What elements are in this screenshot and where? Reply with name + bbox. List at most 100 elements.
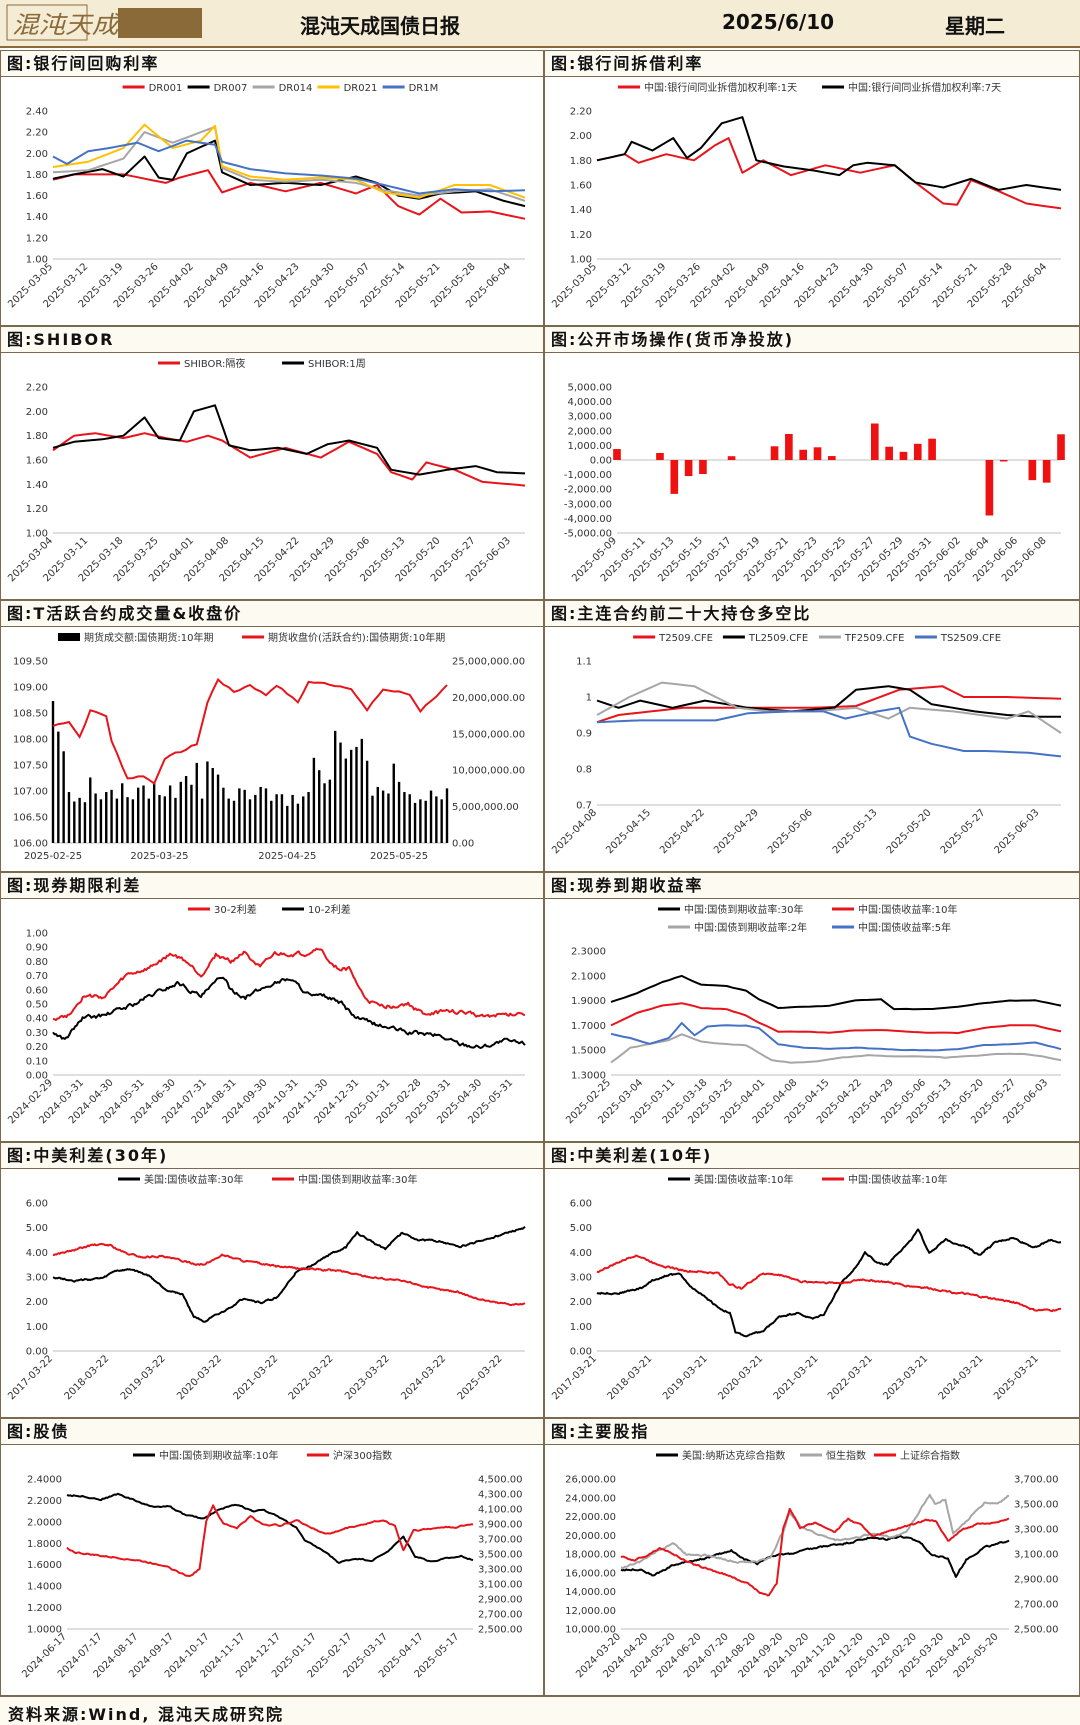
- y-tick-label: 1.5000: [571, 1046, 606, 1057]
- y-tick-label: 1.60: [26, 456, 48, 467]
- y-tick-label: 6.00: [26, 1199, 48, 1210]
- bar: [227, 798, 230, 843]
- bar: [280, 794, 284, 843]
- bar: [1028, 460, 1037, 481]
- bar: [270, 800, 273, 843]
- bar: [174, 797, 177, 843]
- bar: [216, 774, 220, 843]
- x-tick-label: 2022-03-21: [826, 1353, 875, 1402]
- panel-title: 图:银行间拆借利率: [545, 51, 1079, 77]
- series-line: [52, 139, 526, 195]
- y-tick-label: 1.00: [26, 255, 48, 266]
- bar: [121, 783, 124, 843]
- bar: [828, 456, 836, 460]
- x-tick-label: 2024-03-21: [937, 1353, 986, 1402]
- panel-title: 图:现券到期收益率: [545, 873, 1079, 899]
- bar: [360, 738, 364, 843]
- y2-tick-label: 3,100.00: [1014, 1550, 1059, 1561]
- legend-label: 上证综合指数: [900, 1449, 960, 1462]
- y-tick-label: 1.20: [26, 504, 48, 515]
- chart-interbank-repo: 1.001.201.401.601.802.002.202.402025-03-…: [6, 83, 526, 310]
- legend-label: DR007: [214, 83, 248, 94]
- bar: [163, 796, 167, 843]
- y-tick-label: 20,000.00: [565, 1531, 616, 1542]
- chart-interbank-lending: 1.001.201.401.601.802.002.202025-03-0520…: [550, 81, 1062, 310]
- y-tick-label: 0.50: [26, 1000, 48, 1011]
- x-tick-label: 2021-03-21: [772, 1353, 821, 1402]
- y-tick-label: 1.40: [570, 205, 592, 216]
- legend-label: 期货收盘价(活跃合约):国债期货:10年期: [268, 631, 445, 644]
- y-tick-label: 1.2000: [27, 1603, 62, 1614]
- bar: [158, 794, 161, 843]
- x-tick-label: 2018-03-21: [606, 1353, 655, 1402]
- x-tick-label: 2025-04-15: [604, 807, 653, 856]
- panel-t-contract: 图:T活跃合约成交量&收盘价 106.00 106.50 107.00 107.50 1…: [0, 600, 544, 872]
- x-tick-label: 2025-05-25: [370, 851, 428, 862]
- bar: [985, 460, 994, 516]
- legend-label: 期货成交额:国债期货:10年期: [84, 631, 213, 644]
- chart-stock-bond: 1.0000 1.2000 1.4000 1.6000 1.8000 2.0000 2.20…: [20, 1449, 523, 1680]
- panel-title: 图:中美利差(10年): [545, 1143, 1079, 1169]
- y-tick-label: -5,000.00: [564, 529, 612, 540]
- series-line: [52, 125, 526, 202]
- bar: [152, 781, 156, 843]
- legend-label: 美国:国债收益率:10年: [694, 1173, 793, 1186]
- series-line: [52, 169, 526, 220]
- bar: [1057, 434, 1065, 460]
- series-line: [52, 976, 526, 1049]
- bar: [131, 799, 135, 843]
- panel-cn-us-10y: 图:中美利差(10年) 0.00 1.00 2.00 3.00 4.00 5.00 6.00…: [544, 1142, 1080, 1418]
- panel-title: 图:银行间回购利率: [1, 51, 543, 77]
- series-line: [610, 1022, 1062, 1052]
- bar: [73, 801, 76, 843]
- y-tick-label: 109.50: [13, 657, 48, 668]
- series-line: [610, 974, 1062, 1011]
- bar: [429, 790, 433, 843]
- data-source: 资料来源:Wind, 混沌天成研究院: [8, 1705, 285, 1724]
- bar: [211, 768, 214, 843]
- chart-open-market: -5,000.00 -4,000.00 -3,000.00 -2,000.00 -1,0…: [564, 383, 1065, 584]
- bar: [222, 787, 225, 843]
- legend-label: 沪深300指数: [333, 1449, 392, 1462]
- panel-title: 图:T活跃合约成交量&收盘价: [1, 601, 543, 627]
- panel-interbank-lending: 图:银行间拆借利率 1.00 1.20 1.40 1.60 1.80 2.00 2.20 20…: [544, 50, 1080, 326]
- bar: [670, 460, 679, 494]
- x-tick-label: 2018-03-22: [63, 1353, 112, 1402]
- bar: [381, 790, 385, 843]
- bar: [179, 781, 182, 843]
- y-tick-label: -3,000.00: [564, 499, 612, 510]
- bar: [83, 802, 87, 843]
- bar: [136, 787, 140, 843]
- chart-major-indices: 10,000.00 12,000.00 14,000.00 16,000.00 18,0…: [565, 1449, 1059, 1680]
- legend-label: DR1M: [409, 83, 439, 94]
- bar: [115, 798, 119, 843]
- y-tick-label: 6.00: [570, 1199, 592, 1210]
- bar: [371, 795, 374, 843]
- bar: [302, 796, 305, 843]
- bar: [349, 749, 353, 843]
- bar: [89, 777, 92, 843]
- bar: [613, 449, 621, 460]
- legend-label: 中国:国债到期收益率:30年: [298, 1173, 417, 1186]
- y-tick-label: 12,000.00: [565, 1606, 616, 1617]
- y-tick-label: -2,000.00: [564, 485, 612, 496]
- legend-label: T2509.CFE: [658, 633, 713, 644]
- series-line: [596, 116, 1062, 191]
- bar: [206, 761, 209, 843]
- y-tick-label: -1,000.00: [564, 470, 612, 481]
- y-tick-label: 1.3000: [571, 1071, 606, 1082]
- bar: [142, 785, 145, 843]
- series-line: [52, 404, 526, 476]
- y-tick-label: 109.00: [13, 683, 48, 694]
- bar: [184, 776, 188, 843]
- x-tick-label: 2025-03-22: [456, 1353, 505, 1402]
- legend-label: TF2509.CFE: [844, 633, 905, 644]
- y2-tick-label: 3,900.00: [478, 1520, 523, 1531]
- series-line: [610, 1033, 1062, 1064]
- x-tick-label: 2021-03-22: [232, 1353, 281, 1402]
- bar: [286, 805, 289, 843]
- y2-tick-label: 20,000,000.00: [452, 693, 525, 704]
- legend-label: 中国:国债到期收益率:2年: [694, 921, 807, 934]
- x-tick-label: 2023-03-21: [881, 1353, 930, 1402]
- y2-tick-label: 3,700.00: [478, 1535, 523, 1546]
